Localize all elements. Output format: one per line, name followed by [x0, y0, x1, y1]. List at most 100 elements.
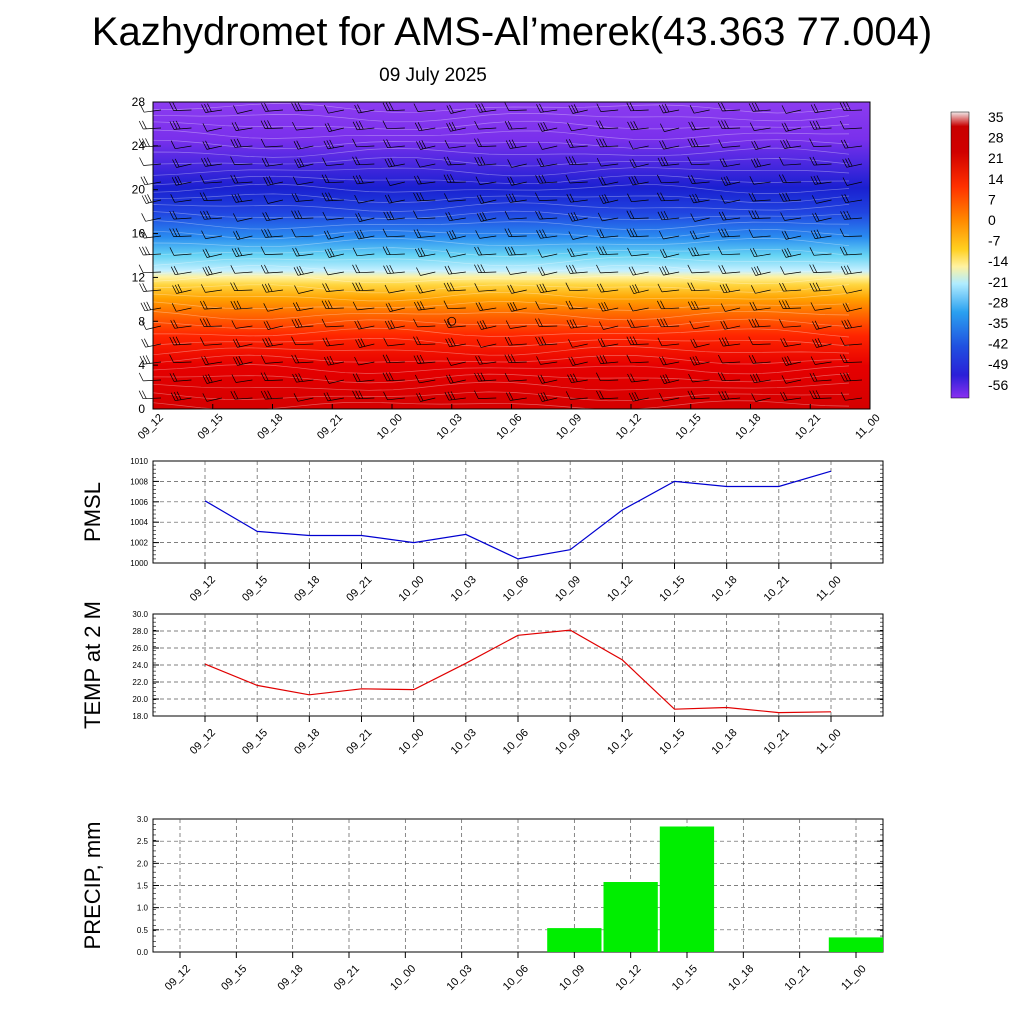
barb-shaft: [816, 199, 832, 204]
wind-barb: [322, 157, 344, 167]
barb-feather: [138, 138, 144, 147]
barb-feather: [535, 336, 540, 346]
barb-feather: [572, 373, 578, 382]
wind-barb: [748, 192, 771, 202]
wind-barb: [262, 212, 283, 222]
y-tick-label: 16: [132, 227, 146, 241]
y-axis-title: TEMP at 2 M: [80, 601, 105, 729]
barb-feather: [230, 282, 235, 291]
y-tick-label: 28.0: [132, 627, 148, 636]
barb-feather: [630, 121, 635, 130]
barb-shaft: [176, 307, 192, 312]
barb-feather: [232, 213, 238, 222]
barb-feather: [420, 247, 426, 256]
barb-feather: [505, 266, 511, 275]
barb-shaft: [664, 253, 680, 258]
barb-feather: [634, 175, 639, 185]
barb-feather: [413, 301, 419, 311]
wind-barb: [839, 246, 863, 256]
barb-feather: [786, 248, 792, 257]
barb-feather: [142, 355, 148, 364]
barb-feather: [326, 356, 332, 365]
barb-feather: [539, 283, 545, 293]
x-tick-label: 10_15: [670, 963, 700, 993]
barb-feather: [413, 210, 418, 219]
barb-feather: [814, 212, 820, 221]
barb-feather: [235, 230, 241, 239]
wind-barb: [169, 102, 192, 111]
wind-barb: [324, 122, 344, 132]
barb-feather: [205, 140, 210, 149]
barb-feather: [659, 249, 665, 258]
wind-barb: [230, 282, 253, 291]
barb-feather: [416, 393, 421, 402]
barb-feather: [629, 228, 635, 237]
barb-feather: [840, 266, 846, 275]
wind-barb: [567, 248, 588, 258]
barb-feather: [421, 140, 427, 149]
barb-feather: [263, 177, 268, 186]
wind-barb: [595, 372, 619, 382]
barb-feather: [535, 175, 540, 184]
barb-feather: [322, 337, 328, 347]
barb-feather: [389, 211, 395, 220]
barb-feather: [358, 390, 364, 399]
wind-barb: [596, 229, 619, 238]
barb-feather: [565, 174, 571, 184]
barb-feather: [839, 354, 845, 363]
barb-feather: [291, 319, 297, 328]
wind-barb: [355, 212, 375, 222]
barb-shaft: [419, 163, 436, 168]
barb-feather: [507, 336, 513, 346]
wind-barb: [291, 193, 314, 202]
wind-barb: [567, 122, 588, 132]
wind-barb: [629, 284, 649, 294]
barb-feather: [662, 374, 668, 384]
wind-barb: [230, 174, 253, 184]
wind-barb: [292, 302, 314, 312]
y-tick-label: 1006: [130, 498, 148, 507]
barb-feather: [389, 372, 394, 381]
barb-feather: [176, 391, 182, 400]
barb-shaft: [603, 325, 619, 330]
barb-feather: [841, 194, 847, 203]
barb-feather: [814, 338, 820, 347]
wind-barb: [446, 374, 466, 384]
barb-feather: [264, 103, 269, 112]
barb-feather: [840, 392, 846, 401]
barb-feather: [721, 372, 726, 381]
barb-shaft: [417, 109, 436, 112]
barb-feather: [141, 195, 147, 204]
barb-feather: [199, 175, 205, 184]
barb-feather: [477, 264, 482, 273]
wind-barb: [294, 285, 314, 294]
barb-feather: [231, 122, 237, 131]
barb-feather: [474, 157, 480, 166]
barb-feather: [690, 138, 696, 147]
barb-feather: [294, 210, 300, 219]
barb-feather: [358, 282, 364, 291]
barb-shaft: [297, 181, 314, 186]
isotherm-line: [152, 120, 850, 130]
wind-barb: [354, 356, 375, 366]
barb-feather: [355, 121, 361, 130]
wind-barb: [260, 264, 283, 274]
barb-shaft: [387, 397, 405, 401]
barb-feather: [781, 105, 787, 114]
barb-feather: [817, 338, 823, 347]
barb-feather: [263, 303, 269, 312]
barb-feather: [816, 229, 822, 238]
barb-feather: [144, 194, 150, 204]
barb-feather: [385, 372, 391, 381]
wind-barb: [842, 177, 863, 186]
barb-feather: [199, 318, 205, 327]
barb-feather: [542, 229, 547, 238]
barb-feather: [750, 159, 756, 168]
barb-feather: [629, 336, 635, 345]
barb-feather: [664, 265, 670, 275]
barb-feather: [687, 156, 693, 165]
x-tick-label: 09_18: [255, 412, 285, 442]
barb-feather: [169, 121, 175, 130]
barb-feather: [632, 158, 637, 168]
